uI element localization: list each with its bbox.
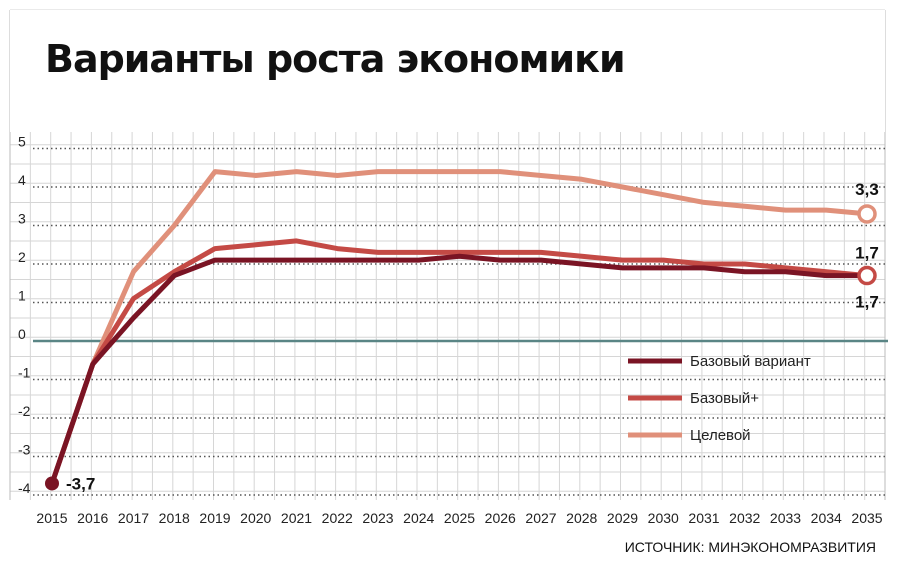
series-lines <box>49 169 870 486</box>
y-tick-label: -3 <box>18 442 31 458</box>
data-labels: -3,7 3,3 1,7 1,7 <box>66 180 879 494</box>
legend-label: Целевой <box>690 427 751 444</box>
x-tick-label: 2028 <box>566 510 597 526</box>
x-tick-label: 2025 <box>444 510 475 526</box>
y-tick-label: 2 <box>18 249 26 265</box>
data-label: 1,7 <box>855 244 879 263</box>
x-tick-label: 2027 <box>525 510 556 526</box>
series-line-2 <box>49 169 870 486</box>
end-point-marker <box>857 265 877 286</box>
x-tick-label: 2033 <box>770 510 801 526</box>
end-markers <box>45 204 877 491</box>
x-tick-label: 2015 <box>36 510 67 526</box>
data-label: 3,3 <box>855 180 879 199</box>
x-tick-label: 2018 <box>159 510 190 526</box>
y-tick-label: -2 <box>18 403 31 419</box>
y-tick-label: -4 <box>18 480 31 496</box>
source-note: ИСТОЧНИК: МИНЭКОНОМРАЗВИТИЯ <box>625 539 876 555</box>
x-tick-label: 2022 <box>322 510 353 526</box>
x-tick-label: 2032 <box>729 510 760 526</box>
data-label: 1,7 <box>855 293 879 312</box>
y-tick-label: 5 <box>18 134 26 150</box>
x-axis-ticks: 2015 2016 2017 2018 2019 2020 2021 2022 2023 2024… <box>36 510 882 526</box>
title-box <box>10 10 885 132</box>
data-label: -3,7 <box>66 474 95 493</box>
legend: Базовый вариант Базовый+ Целевой <box>628 353 811 444</box>
y-tick-label: 3 <box>18 211 26 227</box>
x-tick-label: 2016 <box>77 510 108 526</box>
x-tick-label: 2029 <box>607 510 638 526</box>
end-point-marker <box>857 204 877 224</box>
x-tick-label: 2021 <box>281 510 312 526</box>
x-tick-label: 2024 <box>403 510 434 526</box>
x-tick-label: 2017 <box>118 510 149 526</box>
x-tick-label: 2034 <box>811 510 842 526</box>
x-tick-label: 2020 <box>240 510 271 526</box>
x-tick-label: 2035 <box>851 510 882 526</box>
legend-label: Базовый+ <box>690 390 759 407</box>
x-tick-label: 2031 <box>688 510 719 526</box>
y-tick-label: 1 <box>18 288 26 304</box>
x-tick-label: 2030 <box>648 510 679 526</box>
x-tick-label: 2026 <box>485 510 516 526</box>
x-tick-label: 2023 <box>362 510 393 526</box>
y-tick-label: 4 <box>18 172 26 188</box>
y-tick-label: 0 <box>18 326 26 342</box>
series-line-1 <box>49 238 870 486</box>
start-point-marker <box>45 476 59 491</box>
series-line-0 <box>49 253 870 486</box>
legend-label: Базовый вариант <box>690 353 811 370</box>
y-tick-label: -1 <box>18 365 31 381</box>
chart-title: Варианты роста экономики <box>45 37 625 81</box>
x-tick-label: 2019 <box>199 510 230 526</box>
y-axis-ticks: 5 4 3 2 1 0 -1 -2 -3 -4 <box>18 134 888 496</box>
